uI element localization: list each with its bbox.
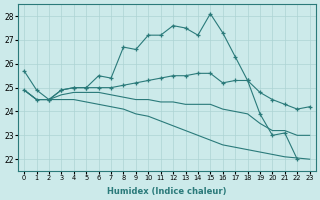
X-axis label: Humidex (Indice chaleur): Humidex (Indice chaleur) [107, 187, 227, 196]
